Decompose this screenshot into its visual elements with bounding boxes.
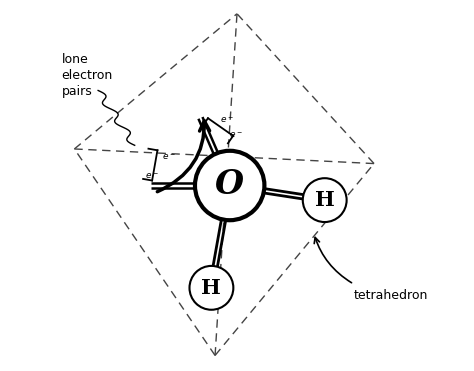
Text: tetrahedron: tetrahedron	[354, 289, 428, 302]
Circle shape	[195, 151, 264, 220]
Text: lone
electron
pairs: lone electron pairs	[62, 53, 113, 98]
Text: $e^-$: $e^-$	[162, 152, 175, 162]
Circle shape	[190, 266, 233, 310]
Text: H: H	[201, 278, 221, 298]
Text: O: O	[215, 168, 244, 201]
Text: $e^-$: $e^-$	[229, 131, 243, 140]
Text: $e^-$: $e^-$	[145, 171, 159, 181]
Text: H: H	[315, 190, 335, 210]
Text: $e^-$: $e^-$	[220, 115, 234, 125]
Circle shape	[303, 178, 346, 222]
